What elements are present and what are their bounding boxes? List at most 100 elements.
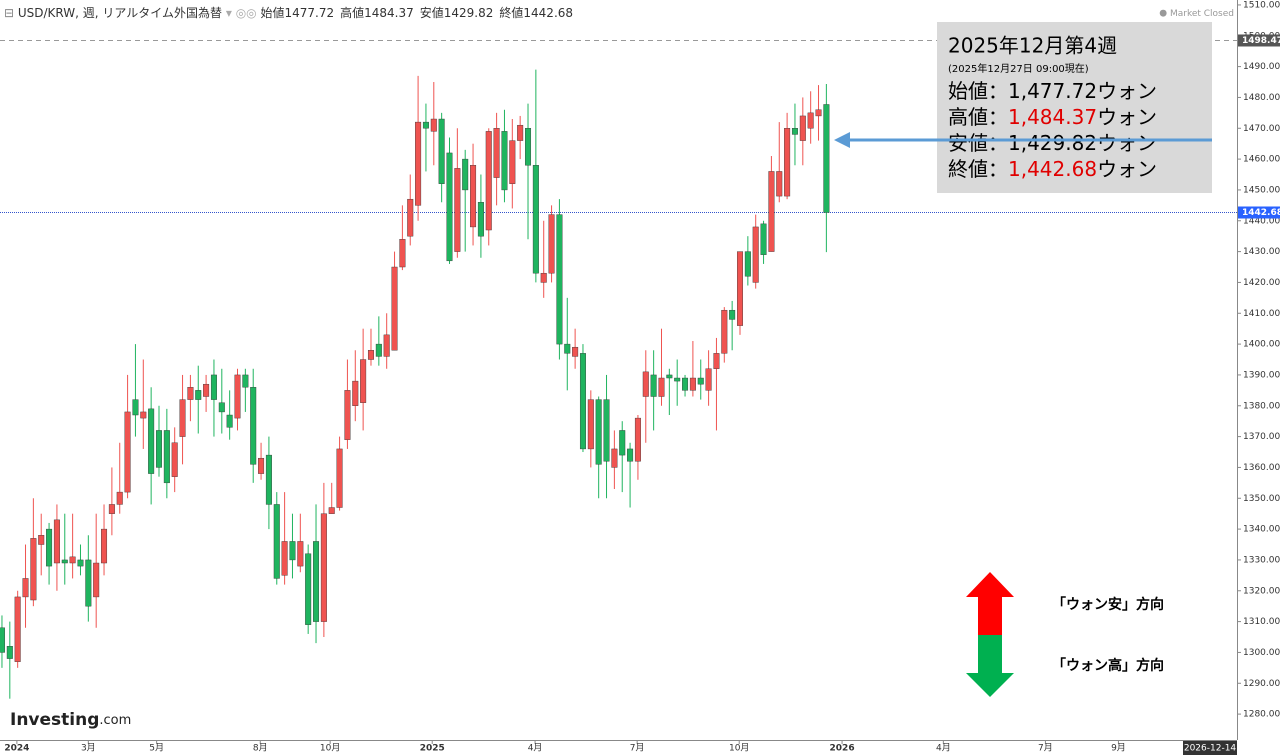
direction-up-label: 「ウォン安」方向: [1052, 596, 1164, 613]
y-tick-label: 1300.00: [1243, 648, 1280, 658]
candle-body: [187, 387, 194, 400]
x-tick-label: 2026: [830, 744, 855, 754]
candle-body: [132, 399, 139, 416]
candle-body: [203, 383, 210, 397]
candle-body: [760, 223, 767, 255]
info-row: 始値：1,477.72ウォン: [948, 79, 1157, 103]
candle-body: [501, 131, 508, 191]
y-tick-label: 1490.00: [1243, 62, 1280, 72]
info-row-value: 1,484.37: [1008, 105, 1097, 129]
candle-body: [509, 140, 516, 184]
candle-body: [485, 131, 492, 231]
cursor-date-box: [1183, 741, 1237, 755]
y-tick-label: 1450.00: [1243, 185, 1280, 195]
candle-body: [14, 596, 21, 662]
candle-body: [61, 559, 68, 564]
info-title: 2025年12月第4週: [948, 34, 1117, 58]
candle-body: [179, 399, 186, 437]
info-row-value: 1,442.68: [1008, 157, 1097, 181]
ohlc-label: 終値: [499, 5, 523, 20]
cursor-date: 2026-12-14: [1184, 744, 1237, 754]
candle-body: [525, 128, 532, 166]
candle-body: [697, 377, 704, 385]
candle-body: [517, 124, 524, 141]
candle-body: [344, 390, 351, 440]
candle-body: [85, 559, 92, 607]
logo: Investing.com: [10, 710, 131, 730]
candle-body: [556, 214, 563, 345]
candle-body: [171, 442, 178, 477]
info-row: 終値：1,442.68ウォン: [948, 157, 1157, 181]
candle-body: [493, 128, 500, 178]
header: ⊟ USD/KRW, 週, リアルタイム外国為替 ▾ ◎◎ 始値1477.72 高…: [4, 5, 573, 20]
candle-body: [281, 541, 288, 576]
y-tick-label: 1510.00: [1243, 0, 1280, 10]
y-tick-label: 1320.00: [1243, 586, 1280, 596]
down-arrow: [966, 635, 1014, 697]
up-arrow: [966, 572, 1014, 635]
candle-body: [430, 118, 437, 132]
info-row-unit: ウォン: [1097, 105, 1157, 129]
candle-body: [579, 353, 586, 450]
candle-body: [328, 507, 335, 514]
candle-body: [6, 646, 13, 659]
info-box: [937, 22, 1212, 193]
candle-body: [124, 411, 131, 493]
status: Market Closed: [1170, 9, 1234, 19]
candle-body: [682, 377, 689, 391]
candle-body: [532, 165, 539, 274]
candle-body: [399, 239, 406, 268]
market-status: ● Market Closed: [1159, 9, 1234, 19]
x-tick-label: 9月: [1111, 743, 1126, 754]
candle-body: [666, 374, 673, 379]
y-tick-label: 1350.00: [1243, 494, 1280, 504]
candle-body: [140, 411, 147, 419]
x-tick-label: 7月: [1038, 743, 1053, 754]
candle-body: [383, 334, 390, 357]
candle-body: [93, 562, 100, 598]
x-tick-label: 5月: [149, 743, 164, 754]
candle-body: [258, 457, 265, 474]
candle-body: [375, 343, 382, 357]
x-tick-label: 4月: [936, 743, 951, 754]
candle-body: [313, 541, 320, 622]
info-row-label: 終値：: [948, 157, 1008, 181]
candle-body: [297, 541, 304, 567]
candle-body: [658, 377, 665, 397]
ohlc-value: 1484.37: [364, 6, 414, 20]
candle-body: [391, 266, 398, 351]
info-row-label: 高値：: [948, 105, 1008, 129]
direction-down-label: 「ウォン高」方向: [1052, 657, 1164, 674]
last-line-label: 1442.68: [1242, 208, 1280, 218]
candle-body: [540, 272, 547, 283]
candle-body: [642, 371, 649, 397]
candle-body: [438, 118, 445, 184]
candle-body: [155, 430, 162, 468]
ohlc-label: 高値: [340, 5, 364, 20]
candle-body: [320, 513, 327, 622]
logo-main: Investing: [10, 710, 99, 730]
x-tick-label: 3月: [81, 743, 96, 754]
candle-body: [352, 380, 359, 406]
logo-suffix: .com: [99, 713, 131, 728]
y-tick-label: 1480.00: [1243, 93, 1280, 103]
y-tick-label: 1380.00: [1243, 401, 1280, 411]
candle-body: [289, 541, 296, 561]
ohlc-value: 1429.82: [444, 6, 494, 20]
ohlc: 始値1477.72 高値1484.37 安値1429.82 終値1442.68: [260, 5, 573, 20]
info-row-unit: ウォン: [1097, 79, 1157, 103]
candle-body: [705, 368, 712, 391]
candle-body: [163, 430, 170, 484]
info-row-label: 安値：: [948, 131, 1008, 155]
candle-body: [815, 109, 822, 117]
candle-body: [791, 128, 798, 135]
info-row-value: 1,477.72: [1008, 79, 1097, 103]
candle-body: [195, 390, 202, 400]
y-tick-label: 1290.00: [1243, 679, 1280, 689]
candle-body: [776, 171, 783, 197]
last-line-label-box: [1238, 206, 1280, 219]
candle-body: [108, 504, 115, 514]
ohlc-label: 始値: [260, 5, 284, 20]
candle-body: [634, 417, 641, 462]
